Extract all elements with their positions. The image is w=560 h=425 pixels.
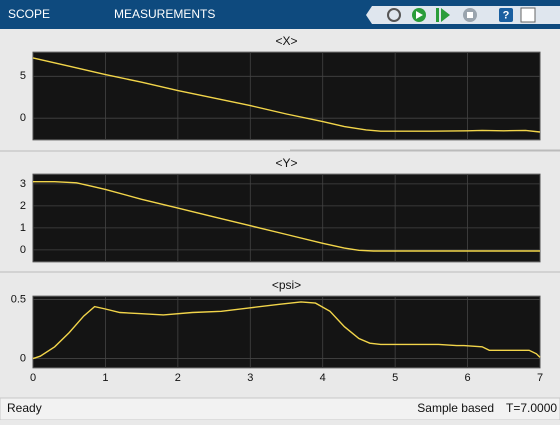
plot-area <box>32 51 541 141</box>
y-tick-label: 5 <box>20 70 26 82</box>
x-tick-label: 6 <box>465 372 471 384</box>
status-mode: Sample based <box>417 401 494 415</box>
axes-title: <Y> <box>275 156 297 170</box>
x-tick-label: 2 <box>175 372 181 384</box>
help-icon: ? <box>503 9 510 21</box>
axes-title: <X> <box>275 34 297 48</box>
help-button[interactable] <box>499 8 513 22</box>
data-line <box>32 57 541 133</box>
y-tick-label: 3 <box>20 178 26 190</box>
y-tick-label: 2 <box>20 200 26 212</box>
data-line <box>32 301 541 360</box>
x-tick-label: 4 <box>320 372 326 384</box>
settings-icon[interactable] <box>387 8 401 22</box>
expand-button[interactable] <box>520 7 536 23</box>
tab[interactable]: MEASUREMENTS <box>114 7 215 21</box>
x-tick-label: 5 <box>392 372 398 384</box>
step-icon <box>441 8 450 22</box>
x-tick-label: 7 <box>537 372 543 384</box>
y-tick-label: 0.5 <box>11 293 26 305</box>
axes-title: <psi> <box>272 278 301 292</box>
y-tick-label: 0 <box>20 112 26 124</box>
status-time: T=7.0000 <box>506 401 557 415</box>
x-tick-label: 3 <box>247 372 253 384</box>
x-tick-label: 1 <box>102 372 108 384</box>
y-tick-label: 0 <box>20 352 26 364</box>
x-tick-label: 0 <box>30 372 36 384</box>
plot-area <box>32 295 541 369</box>
tab[interactable]: SCOPE <box>8 7 50 21</box>
status-state: Ready <box>7 401 42 415</box>
y-tick-label: 1 <box>20 222 26 234</box>
y-tick-label: 0 <box>20 244 26 256</box>
run-icon <box>416 11 423 19</box>
stop-icon <box>467 12 473 18</box>
plot-area <box>32 173 541 263</box>
data-line <box>33 181 540 252</box>
step-button[interactable] <box>436 8 439 22</box>
